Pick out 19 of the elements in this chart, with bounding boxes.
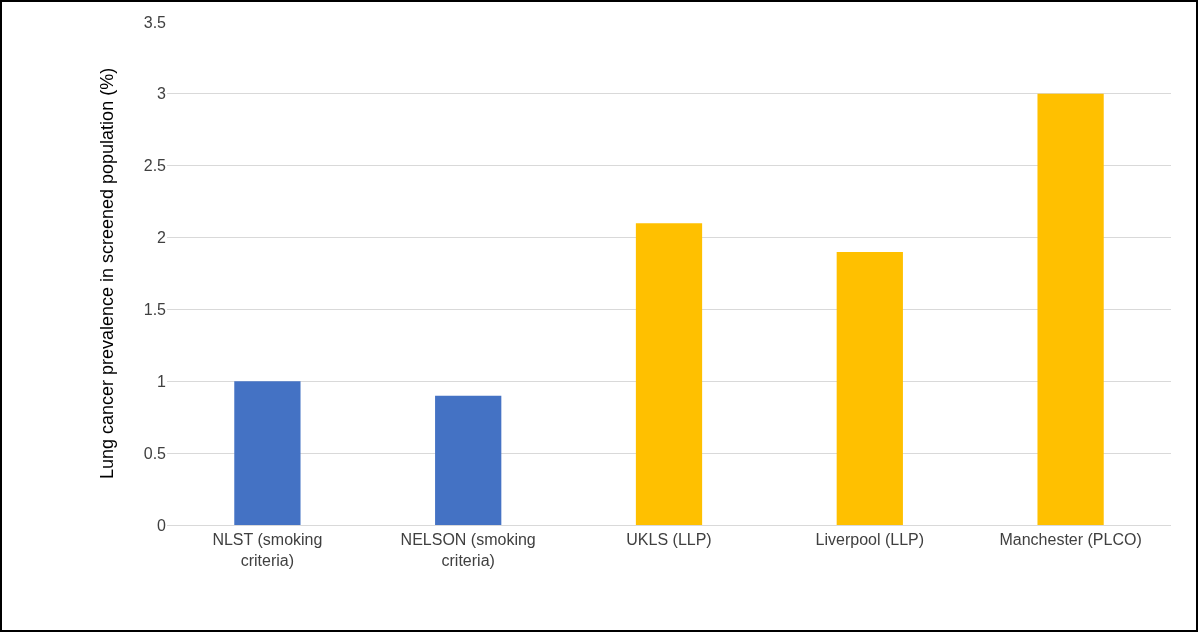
y-tick-label: 0.5	[143, 444, 167, 462]
y-tick-label: 2	[157, 229, 167, 247]
x-tick-label: Manchester (PLCO)	[999, 531, 1142, 549]
y-tick-label: 2.5	[143, 157, 167, 175]
y-tick-label: 0	[157, 516, 167, 534]
bar	[635, 223, 703, 525]
bar	[836, 251, 903, 525]
y-tick-label: 3	[157, 85, 167, 103]
y-axis-title: Lung cancer prevalence in screened population (%)	[96, 67, 117, 480]
x-tick-label: Liverpool (LLP)	[815, 531, 925, 549]
y-tick-label: 1.5	[143, 301, 167, 319]
y-tick-label: 3.5	[143, 13, 167, 31]
bar	[234, 381, 301, 525]
x-tick-label: NLST (smoking criteria)	[212, 531, 323, 569]
y-tick-label: 1	[157, 372, 167, 390]
bar	[435, 395, 502, 525]
x-tick-label: UKLS (LLP)	[626, 531, 712, 549]
bar	[1037, 93, 1104, 525]
x-tick-label: NELSON (smoking criteria)	[400, 531, 536, 569]
